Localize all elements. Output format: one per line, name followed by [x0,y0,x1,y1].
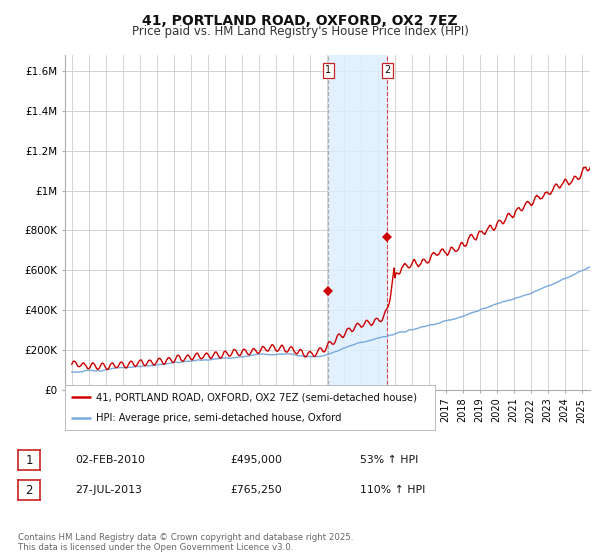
Text: Contains HM Land Registry data © Crown copyright and database right 2025.
This d: Contains HM Land Registry data © Crown c… [18,533,353,552]
Text: 41, PORTLAND ROAD, OXFORD, OX2 7EZ: 41, PORTLAND ROAD, OXFORD, OX2 7EZ [142,14,458,28]
Text: 1: 1 [325,65,331,75]
Text: 1: 1 [25,454,33,466]
Bar [328,55,388,390]
Text: 41, PORTLAND ROAD, OXFORD, OX2 7EZ (semi-detached house): 41, PORTLAND ROAD, OXFORD, OX2 7EZ (semi… [97,392,418,402]
Text: 53% ↑ HPI: 53% ↑ HPI [360,455,418,465]
Text: £765,250: £765,250 [230,485,282,495]
Text: 2: 2 [384,65,391,75]
Text: HPI: Average price, semi-detached house, Oxford: HPI: Average price, semi-detached house,… [97,413,342,423]
Text: 02-FEB-2010: 02-FEB-2010 [75,455,145,465]
Text: 27-JUL-2013: 27-JUL-2013 [75,485,142,495]
Text: 110% ↑ HPI: 110% ↑ HPI [360,485,425,495]
Text: £495,000: £495,000 [230,455,282,465]
Text: Price paid vs. HM Land Registry's House Price Index (HPI): Price paid vs. HM Land Registry's House … [131,25,469,38]
Text: 2: 2 [25,483,33,497]
